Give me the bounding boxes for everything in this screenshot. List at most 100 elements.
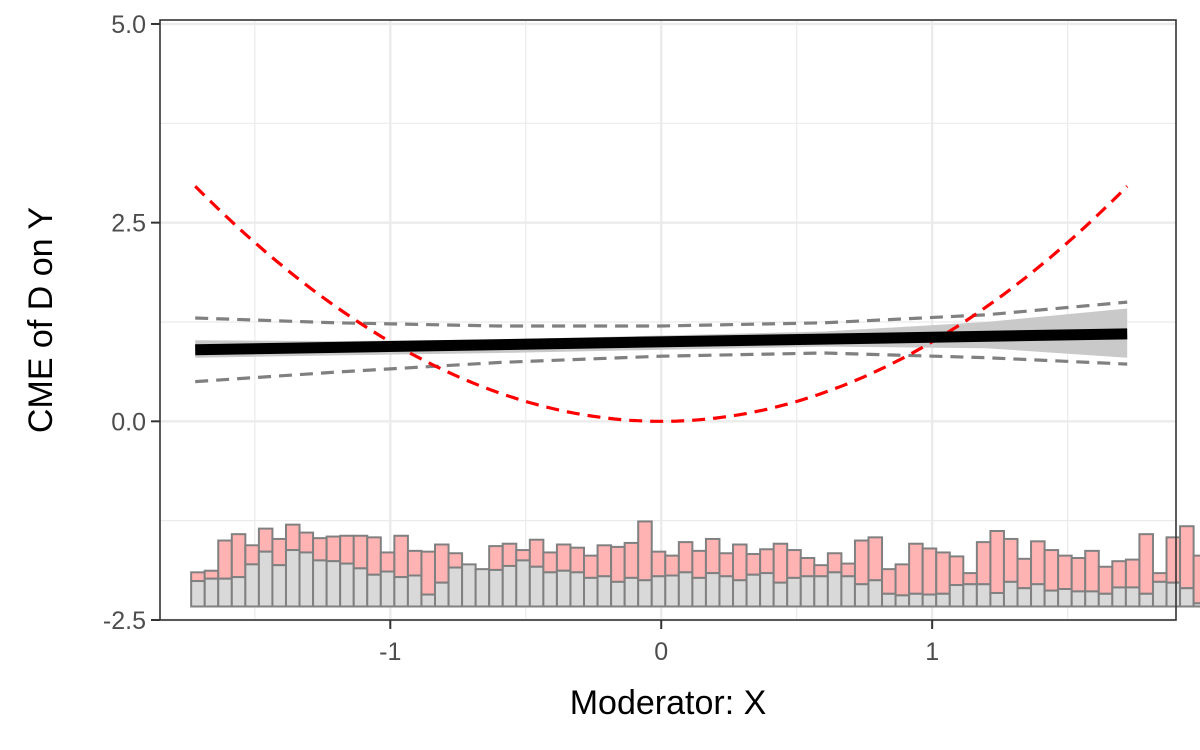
histogram-bar-treated bbox=[759, 548, 775, 575]
histogram-bar-treated bbox=[989, 529, 1005, 594]
histogram-bar-control bbox=[637, 579, 653, 608]
histogram-bar-treated bbox=[853, 539, 870, 586]
histogram-bar-control bbox=[718, 575, 735, 608]
histogram-bar-treated bbox=[1165, 536, 1182, 584]
histogram-bar-treated bbox=[420, 550, 436, 596]
histogram-bar-treated bbox=[1030, 540, 1046, 586]
line-series bbox=[194, 185, 1129, 423]
plot-panel-background bbox=[160, 20, 1176, 620]
histogram-bar-treated bbox=[881, 568, 897, 595]
histogram-bar-control bbox=[366, 573, 382, 608]
histogram-bar-treated bbox=[718, 552, 735, 578]
histogram-bar-control bbox=[962, 583, 978, 608]
histogram-bar-treated bbox=[217, 539, 233, 580]
histogram-bar-treated bbox=[542, 551, 558, 574]
histogram-bar-treated bbox=[691, 549, 707, 579]
histogram-bar-treated bbox=[948, 555, 965, 587]
histogram-bar-control bbox=[894, 594, 911, 608]
histogram-bar-treated bbox=[433, 543, 450, 584]
histogram-bar-control bbox=[271, 564, 287, 608]
histogram-bar-treated bbox=[677, 541, 694, 574]
x-tick-label: -1 bbox=[379, 638, 401, 666]
histogram-bar-control bbox=[352, 567, 369, 608]
histogram-bar-treated bbox=[664, 554, 680, 577]
histogram-bar-treated bbox=[271, 537, 287, 567]
histogram-bar-control bbox=[908, 592, 924, 608]
histogram-bar-control bbox=[474, 568, 491, 608]
y-tick-label: 5.0 bbox=[111, 11, 146, 39]
histogram-bar-control bbox=[1179, 587, 1195, 608]
y-tick-label: -2.5 bbox=[103, 607, 146, 635]
histogram-bar-control bbox=[515, 559, 531, 608]
histogram-bar-control bbox=[921, 593, 938, 608]
histogram-bar-treated bbox=[786, 549, 802, 579]
histogram-bar-control bbox=[393, 576, 409, 608]
histogram-bar-control bbox=[840, 575, 856, 608]
histogram-bar-control bbox=[190, 580, 206, 608]
histogram-bar-treated bbox=[244, 544, 260, 566]
histogram-bar-control bbox=[745, 573, 762, 608]
histogram-bar-treated bbox=[935, 551, 951, 595]
histogram-bar-control bbox=[1097, 592, 1114, 608]
histogram-bar-treated bbox=[190, 571, 206, 583]
histogram-bar-treated bbox=[650, 550, 667, 578]
histogram-bar-treated bbox=[284, 523, 301, 552]
histogram-bar-treated bbox=[406, 549, 423, 577]
histogram-bar-control bbox=[1138, 592, 1154, 608]
histogram-bar-control bbox=[772, 581, 789, 608]
histogram-bar-control bbox=[257, 550, 274, 608]
histogram-bar-treated bbox=[921, 547, 938, 596]
histogram-bar-treated bbox=[1002, 537, 1019, 583]
y-axis-title: CME of D on Y bbox=[22, 207, 60, 433]
histogram-bar-treated bbox=[583, 554, 599, 579]
histogram-bar-treated bbox=[1016, 557, 1033, 590]
histogram-bar-treated bbox=[623, 541, 640, 579]
histogram-bar-treated bbox=[1057, 554, 1073, 591]
histogram-bar-control bbox=[948, 584, 965, 608]
y-tick-label: 0.0 bbox=[111, 408, 146, 436]
histogram-bar-control bbox=[989, 591, 1005, 608]
histogram-bar-control bbox=[312, 559, 328, 608]
histogram-bar-control bbox=[732, 579, 748, 608]
x-axis-title: Moderator: X bbox=[570, 684, 767, 722]
histogram-bar-treated bbox=[379, 551, 396, 573]
histogram-bar-control bbox=[379, 570, 396, 608]
ci-dashed-line bbox=[195, 300, 1128, 328]
histogram-bar-control bbox=[406, 574, 423, 608]
histogram-bar-control bbox=[650, 575, 667, 608]
histogram-bar-treated bbox=[1097, 565, 1114, 595]
histogram-bar-control bbox=[1111, 586, 1127, 608]
histogram-bar-treated bbox=[908, 542, 924, 595]
histogram-bar-treated bbox=[339, 534, 355, 565]
histogram-bar-treated bbox=[962, 572, 978, 586]
axes: -2.5 0.0 2.5 5.0 -1 0 1 bbox=[103, 11, 939, 666]
histogram-bar-control bbox=[813, 575, 829, 608]
histogram-bar-control bbox=[461, 563, 477, 608]
histogram-bar-treated bbox=[1111, 560, 1127, 589]
x-tick-label: 0 bbox=[654, 638, 668, 666]
histogram-bar-treated bbox=[203, 569, 220, 580]
histogram-bar-control bbox=[704, 572, 721, 608]
histogram-bar-treated bbox=[366, 536, 382, 576]
histogram-bar-treated bbox=[312, 537, 328, 562]
histogram-bar-control bbox=[488, 568, 504, 608]
histogram-bar-control bbox=[555, 569, 572, 608]
histogram-bar-control bbox=[1057, 588, 1073, 608]
histogram-bar-control bbox=[799, 575, 816, 608]
histogram-bar-control bbox=[284, 549, 301, 608]
histogram-bar-control bbox=[433, 581, 450, 608]
histogram-bar-treated bbox=[610, 545, 626, 583]
plot-panel-border bbox=[159, 19, 1177, 621]
histogram-bar-control bbox=[339, 562, 355, 608]
histogram-bar-control bbox=[528, 565, 545, 608]
histogram-bar-treated bbox=[352, 534, 369, 570]
histogram-bar-treated bbox=[813, 564, 829, 578]
x-tick-label: 1 bbox=[925, 638, 939, 666]
histogram-bar-control bbox=[853, 583, 870, 608]
histogram-bar-control bbox=[623, 576, 640, 608]
histogram-bar-control bbox=[217, 577, 233, 608]
histogram-bar-treated bbox=[637, 520, 653, 582]
y-tick-label: 2.5 bbox=[111, 210, 146, 238]
histogram-bar-treated bbox=[894, 563, 911, 597]
histogram-bar-treated bbox=[230, 533, 247, 579]
